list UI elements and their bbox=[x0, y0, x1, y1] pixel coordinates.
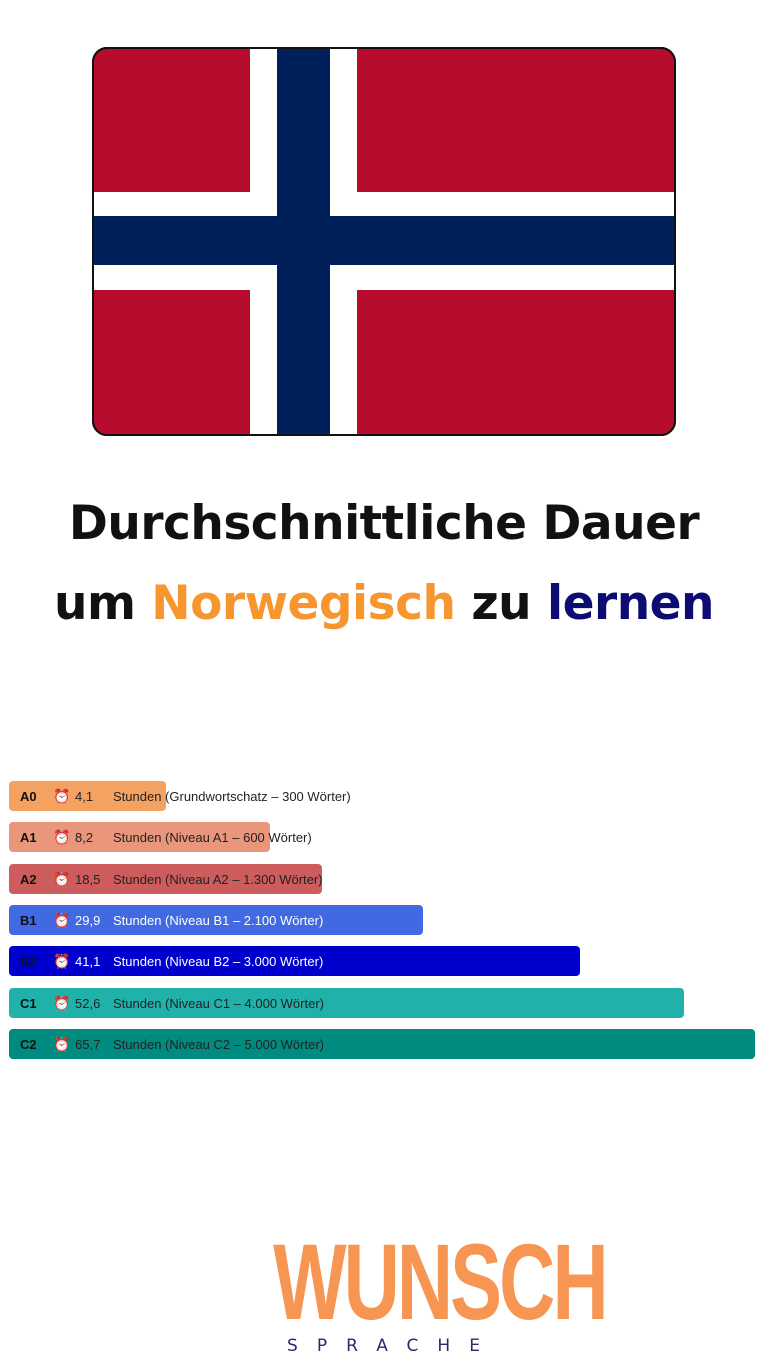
hours-value: 41,1 bbox=[75, 954, 101, 970]
bar bbox=[9, 781, 166, 811]
bar-description: Stunden (Niveau B1 – 2.100 Wörter) bbox=[113, 912, 324, 928]
bar bbox=[9, 863, 322, 894]
title-language: Norwegisch bbox=[151, 576, 456, 631]
logo-main-text: WUNSCH bbox=[273, 1221, 608, 1342]
bar-row-a1: A1 ⏰ 8,2 Stunden (Niveau A1 – 600 Wörter… bbox=[9, 822, 768, 853]
hours-value: 52,6 bbox=[75, 995, 101, 1011]
bar-row-b2: B2 ⏰ 41,1 Stunden (Niveau B2 – 3.000 Wör… bbox=[9, 946, 768, 977]
hours-value: 29,9 bbox=[75, 912, 101, 928]
alarm-clock-icon: ⏰ bbox=[53, 829, 71, 846]
bar-row-b1: B1 ⏰ 29,9 Stunden (Niveau B1 – 2.100 Wör… bbox=[9, 904, 768, 935]
level-label: C1 bbox=[20, 995, 37, 1011]
level-label: B1 bbox=[20, 912, 37, 928]
alarm-clock-icon: ⏰ bbox=[53, 1035, 71, 1052]
level-label: A1 bbox=[20, 830, 37, 846]
bar-row-a0: A0 ⏰ 4,1 Stunden (Grundwortschatz – 300 … bbox=[9, 781, 768, 811]
alarm-clock-icon: ⏰ bbox=[53, 953, 71, 970]
bar bbox=[9, 904, 423, 935]
bar bbox=[9, 946, 580, 977]
title-line-1: Durchschnittliche Dauer bbox=[68, 496, 700, 551]
title-line-2: um Norwegisch zu lernen bbox=[0, 576, 768, 631]
bar-description: Stunden (Niveau A1 – 600 Wörter) bbox=[113, 830, 312, 846]
title-zu: zu bbox=[471, 576, 532, 631]
bar-description: Stunden (Niveau C2 – 5.000 Wörter) bbox=[113, 1036, 324, 1052]
logo-sub-text: SPRACHE bbox=[287, 1336, 499, 1356]
hours-value: 65,7 bbox=[75, 1036, 101, 1052]
bar bbox=[9, 987, 684, 1018]
alarm-clock-icon: ⏰ bbox=[53, 788, 71, 804]
bar-description: Stunden (Niveau C1 – 4.000 Wörter) bbox=[113, 995, 324, 1011]
bar bbox=[9, 822, 270, 853]
bar-row-c1: C1 ⏰ 52,6 Stunden (Niveau C1 – 4.000 Wör… bbox=[9, 987, 768, 1018]
hours-value: 8,2 bbox=[75, 830, 94, 846]
hours-value: 18,5 bbox=[75, 871, 101, 887]
bar bbox=[9, 1028, 755, 1059]
level-label: C2 bbox=[20, 1036, 37, 1052]
title-um: um bbox=[53, 576, 136, 631]
alarm-clock-icon: ⏰ bbox=[53, 911, 71, 928]
bar-description: Stunden (Niveau B2 – 3.000 Wörter) bbox=[113, 954, 324, 970]
bar-row-c2: C2 ⏰ 65,7 Stunden (Niveau C2 – 5.000 Wör… bbox=[9, 1028, 768, 1059]
level-label: A0 bbox=[20, 789, 37, 804]
alarm-clock-icon: ⏰ bbox=[53, 994, 71, 1011]
norway-flag bbox=[92, 47, 676, 436]
bar-description: Stunden (Grundwortschatz – 300 Wörter) bbox=[113, 789, 351, 804]
duration-bar-chart: A0 ⏰ 4,1 Stunden (Grundwortschatz – 300 … bbox=[0, 780, 768, 1070]
title-lernen: lernen bbox=[547, 576, 714, 631]
hours-value: 4,1 bbox=[75, 789, 94, 804]
level-label: B2 bbox=[20, 954, 37, 970]
bar-description: Stunden (Niveau A2 – 1.300 Wörter) bbox=[113, 871, 323, 887]
wunsch-sprache-logo: WUNSCH SPRACHE bbox=[230, 1221, 608, 1357]
level-label: A2 bbox=[20, 871, 37, 887]
alarm-clock-icon: ⏰ bbox=[53, 870, 71, 887]
bar-row-a2: A2 ⏰ 18,5 Stunden (Niveau A2 – 1.300 Wör… bbox=[9, 863, 768, 894]
